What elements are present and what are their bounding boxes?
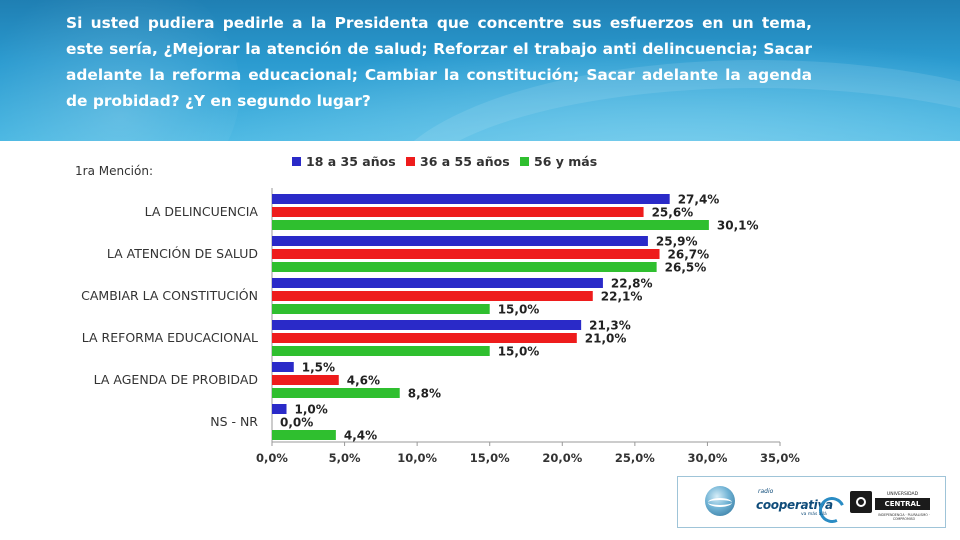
bar-2: [272, 388, 400, 398]
category-label: LA REFORMA EDUCACIONAL: [82, 330, 258, 345]
bar-0: [272, 236, 648, 246]
legend-label-0: 18 a 35 años: [306, 154, 396, 169]
bar-1: [272, 375, 339, 385]
data-label: 21,0%: [585, 332, 627, 346]
x-tick-label: 5,0%: [329, 451, 361, 465]
data-label: 25,6%: [652, 206, 694, 220]
data-label: 4,6%: [347, 374, 380, 388]
survey-question: Si usted pudiera pedirle a la Presidenta…: [66, 14, 812, 110]
category-label: LA AGENDA DE PROBIDAD: [94, 372, 258, 387]
bar-1: [272, 291, 593, 301]
data-label: 25,9%: [656, 235, 698, 249]
x-tick-label: 25,0%: [615, 451, 655, 465]
category-label: LA ATENCIÓN DE SALUD: [107, 246, 258, 261]
data-label: 15,0%: [498, 303, 540, 317]
universidad-central-logo: CENTRAL: [875, 498, 930, 510]
data-label: 4,4%: [344, 429, 377, 443]
data-label: 26,7%: [668, 248, 710, 262]
data-label: 26,5%: [665, 261, 707, 275]
bar-1: [272, 207, 644, 217]
legend-swatch-1: [406, 157, 415, 166]
ucentral-motto: INDEPENDENCIA · PLURALISMO · COMPROMISO: [878, 513, 930, 521]
legend-swatch-0: [292, 157, 301, 166]
data-label: 22,1%: [601, 290, 643, 304]
category-label: LA DELINCUENCIA: [145, 204, 259, 219]
x-tick-label: 20,0%: [542, 451, 582, 465]
category-label: CAMBIAR LA CONSTITUCIÓN: [81, 288, 258, 303]
sponsor-logos: radio cooperativa va más allá UNIVERSIDA…: [677, 476, 946, 528]
bar-2: [272, 304, 490, 314]
data-label: 15,0%: [498, 345, 540, 359]
legend-label-2: 56 y más: [534, 154, 597, 169]
bar-2: [272, 430, 336, 440]
data-label: 1,0%: [295, 403, 328, 417]
bar-0: [272, 362, 294, 372]
data-label: 30,1%: [717, 219, 759, 233]
x-tick-label: 0,0%: [256, 451, 288, 465]
data-label: 22,8%: [611, 277, 653, 291]
header-decoration: [0, 0, 240, 141]
bar-0: [272, 404, 287, 414]
x-tick-label: 10,0%: [397, 451, 437, 465]
data-label: 27,4%: [678, 193, 720, 207]
x-tick-label: 15,0%: [470, 451, 510, 465]
bar-2: [272, 262, 657, 272]
header-banner: Si usted pudiera pedirle a la Presidenta…: [0, 0, 960, 141]
universidad-central-emblem-icon: [850, 491, 872, 513]
bar-1: [272, 333, 577, 343]
bar-0: [272, 278, 603, 288]
x-tick-label: 30,0%: [687, 451, 727, 465]
cooperativa-logo: cooperativa: [756, 498, 833, 512]
bar-0: [272, 320, 582, 330]
bar-2: [272, 220, 709, 230]
data-label: 1,5%: [302, 361, 335, 375]
bar-2: [272, 346, 490, 356]
chart-subtitle: 1ra Mención:: [75, 164, 153, 178]
bar-1: [272, 249, 660, 259]
cooperativa-tagline: va más allá: [801, 512, 827, 517]
data-label: 0,0%: [280, 416, 313, 430]
data-label: 8,8%: [408, 387, 441, 401]
bar-0: [272, 194, 670, 204]
data-label: 21,3%: [589, 319, 631, 333]
x-tick-label: 35,0%: [760, 451, 800, 465]
legend-label-1: 36 a 55 años: [420, 154, 510, 169]
category-label: NS - NR: [210, 414, 258, 429]
globe-logo-icon: [705, 486, 735, 516]
cooperativa-radio-label: radio: [758, 488, 774, 495]
ucentral-top-label: UNIVERSIDAD: [886, 492, 919, 497]
bar-chart: 1ra Mención: 18 a 35 años 36 a 55 años 56 y…: [75, 154, 800, 465]
legend-swatch-2: [520, 157, 529, 166]
